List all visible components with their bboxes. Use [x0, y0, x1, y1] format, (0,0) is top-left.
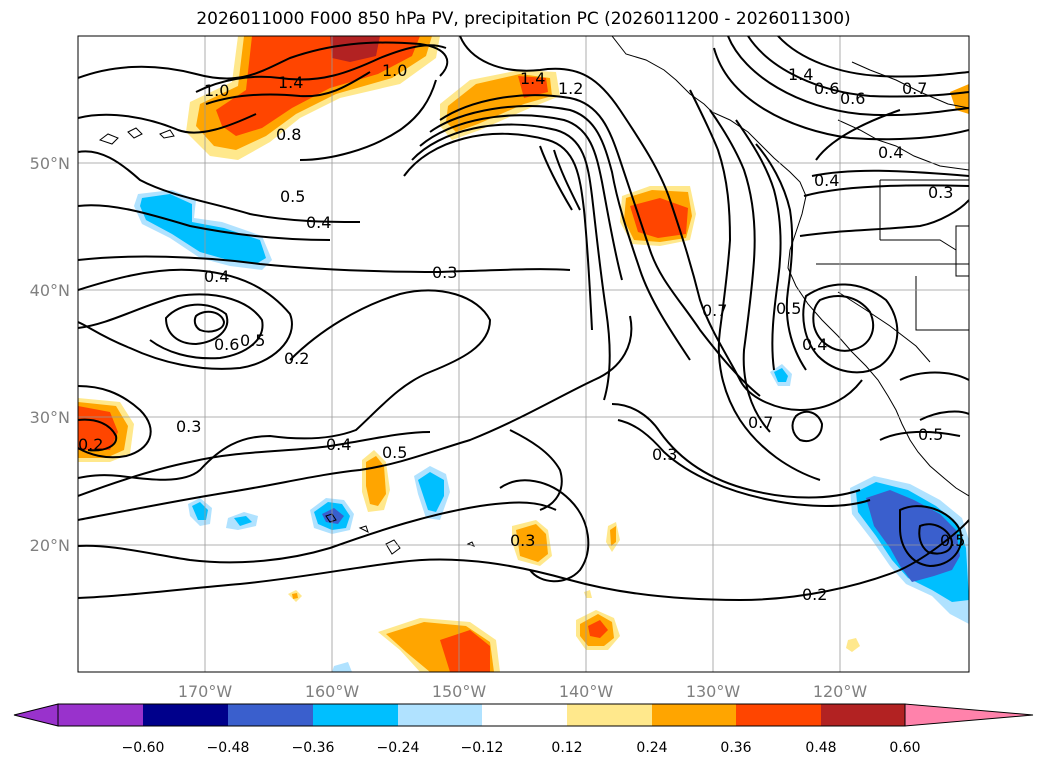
lon-tick-label: 120°W [813, 682, 868, 701]
colorbar-label: −0.48 [207, 740, 250, 756]
map-title: 2026011000 F000 850 hPa PV, precipitatio… [196, 9, 851, 29]
latitude-ticks: 50°N 40°N 30°N 20°N [30, 154, 70, 555]
colorbar-segment [652, 704, 736, 726]
colorbar-label: −0.36 [292, 740, 335, 756]
colorbar-segment [821, 704, 905, 726]
colorbar-label: 0.60 [889, 740, 920, 756]
colorbar: −0.60 −0.48 −0.36 −0.24 −0.12 0.12 0.24 … [13, 703, 1034, 756]
lon-tick-label: 160°W [305, 682, 360, 701]
map-area: 1.0 1.4 1.0 0.8 1.4 1.2 1.4 0.6 0.6 0.7 … [78, 36, 969, 672]
contour-label: 0.6 [840, 89, 865, 108]
contour-label: 0.7 [702, 301, 727, 320]
contour-label: 0.4 [878, 143, 903, 162]
contour-label: 0.3 [432, 263, 457, 282]
colorbar-label: 0.24 [636, 740, 667, 756]
contour-label: 0.4 [326, 435, 351, 454]
gridlines [78, 36, 969, 672]
contour-label: 0.2 [802, 585, 827, 604]
colorbar-label: −0.60 [122, 740, 165, 756]
colorbar-labels: −0.60 −0.48 −0.36 −0.24 −0.12 0.12 0.24 … [122, 740, 921, 756]
contour-label: 0.4 [802, 335, 827, 354]
colorbar-segment [398, 704, 482, 726]
lon-tick-label: 150°W [432, 682, 487, 701]
colorbar-segment [228, 704, 313, 726]
coastlines [98, 36, 969, 555]
colorbar-right-extend [904, 703, 1034, 727]
lat-tick-label: 50°N [30, 154, 70, 173]
contour-label: 1.4 [520, 69, 545, 88]
contour-label: 1.2 [558, 79, 583, 98]
colorbar-label: −0.24 [377, 740, 420, 756]
contour-label: 0.6 [814, 79, 839, 98]
contour-label: 0.2 [78, 435, 103, 454]
contour-label: 0.5 [918, 425, 943, 444]
longitude-ticks: 170°W 160°W 150°W 140°W 130°W 120°W [178, 682, 868, 701]
colorbar-label: 0.12 [551, 740, 582, 756]
pv-contours [78, 36, 969, 602]
contour-label: 1.0 [204, 81, 229, 100]
colorbar-label: 0.36 [720, 740, 751, 756]
contour-label: 0.5 [940, 531, 965, 550]
colorbar-segment [567, 704, 652, 726]
contour-label: 0.8 [276, 125, 301, 144]
colorbar-segment [482, 704, 567, 726]
contour-label: 0.3 [928, 183, 953, 202]
contour-label: 0.6 [214, 335, 239, 354]
contour-label: 1.4 [788, 65, 813, 84]
colorbar-label: 0.48 [805, 740, 836, 756]
contour-label: 0.3 [652, 445, 677, 464]
lon-tick-label: 140°W [559, 682, 614, 701]
contour-label: 0.4 [306, 213, 331, 232]
colorbar-segment [313, 704, 398, 726]
contour-label: 0.2 [284, 349, 309, 368]
lon-tick-label: 170°W [178, 682, 233, 701]
contour-label: 1.4 [278, 73, 303, 92]
contour-label: 0.3 [176, 417, 201, 436]
colorbar-label: −0.12 [461, 740, 504, 756]
contour-label: 0.3 [510, 531, 535, 550]
precip-shading [78, 36, 969, 672]
contour-label: 1.0 [382, 61, 407, 80]
lat-tick-label: 20°N [30, 536, 70, 555]
colorbar-segment [736, 704, 821, 726]
contour-label: 0.7 [748, 413, 773, 432]
contour-label: 0.5 [382, 443, 407, 462]
colorbar-left-extend [13, 703, 59, 727]
contour-label: 0.4 [204, 267, 229, 286]
contour-label: 0.5 [280, 187, 305, 206]
contour-label: 0.5 [776, 299, 801, 318]
contour-label: 0.7 [902, 79, 927, 98]
lat-tick-label: 30°N [30, 408, 70, 427]
lat-tick-label: 40°N [30, 281, 70, 300]
colorbar-segment [58, 704, 143, 726]
contour-labels: 1.0 1.4 1.0 0.8 1.4 1.2 1.4 0.6 0.6 0.7 … [78, 61, 965, 604]
lon-tick-label: 130°W [686, 682, 741, 701]
map-frame [77, 35, 970, 673]
colorbar-segment [143, 704, 228, 726]
contour-label: 0.4 [814, 171, 839, 190]
contour-label: 0.5 [240, 331, 265, 350]
